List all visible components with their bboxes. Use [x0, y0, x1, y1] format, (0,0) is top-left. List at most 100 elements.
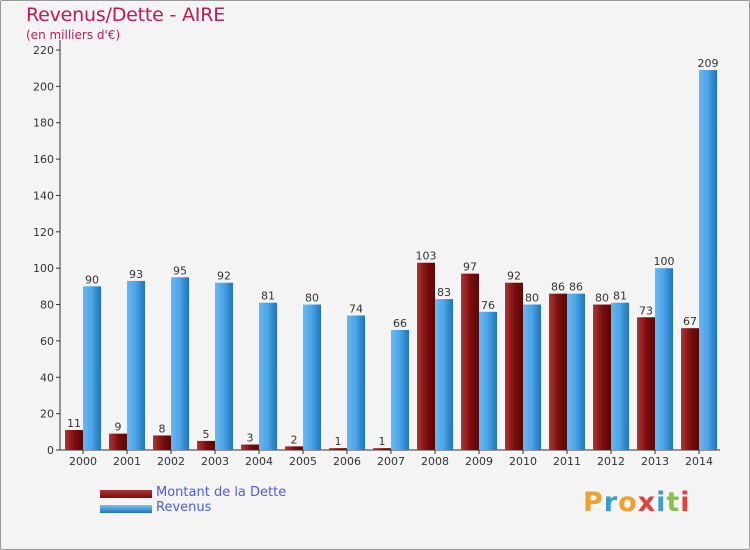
data-label-revenue: 81 — [613, 290, 627, 303]
logo-letter: t — [666, 487, 681, 518]
logo-letter: r — [603, 487, 619, 518]
data-label-debt: 86 — [551, 281, 565, 294]
y-tick-label: 200 — [33, 80, 54, 93]
proxiti-logo: Proxiti — [583, 487, 691, 518]
data-label-revenue: 80 — [305, 292, 319, 305]
x-tick-label: 2012 — [597, 455, 625, 468]
x-tick-label: 2006 — [333, 455, 361, 468]
bar-debt — [153, 435, 171, 450]
data-label-debt: 80 — [595, 292, 609, 305]
x-tick-label: 2008 — [421, 455, 449, 468]
data-label-revenue: 93 — [129, 268, 143, 281]
bar-debt — [637, 317, 655, 450]
bar-debt — [373, 448, 391, 450]
bar-revenue — [171, 277, 189, 450]
legend-swatch-debt — [100, 490, 152, 498]
legend-label-debt: Montant de la Dette — [156, 485, 287, 500]
bar-debt — [109, 433, 127, 450]
data-label-debt: 97 — [463, 261, 477, 274]
bar-debt — [285, 446, 303, 450]
x-tick-label: 2013 — [641, 455, 669, 468]
y-tick-label: 0 — [47, 444, 54, 457]
bar-revenue — [127, 280, 145, 450]
x-tick-label: 2007 — [377, 455, 405, 468]
logo-letter: P — [583, 487, 604, 518]
data-label-debt: 67 — [683, 315, 697, 328]
y-tick-label: 80 — [40, 299, 54, 312]
data-label-debt: 1 — [379, 435, 386, 448]
bar-revenue — [303, 304, 321, 450]
data-label-revenue: 83 — [437, 286, 451, 299]
y-tick-label: 180 — [33, 117, 54, 130]
bar-revenue — [523, 304, 541, 450]
data-label-revenue: 90 — [85, 273, 99, 286]
data-label-debt: 11 — [67, 417, 81, 430]
x-tick-label: 2005 — [289, 455, 317, 468]
y-tick-label: 100 — [33, 262, 54, 275]
data-labels: 11 90 9 93 8 95 5 92 3 81 2 80 1 74 1 66 103 83 97 76 92 80 86… — [67, 57, 719, 448]
data-label-revenue: 76 — [481, 299, 495, 312]
data-label-debt: 9 — [115, 421, 122, 434]
bar-revenue — [479, 311, 497, 450]
bar-revenue — [347, 315, 365, 450]
bar-debt — [241, 444, 259, 450]
chart-title: Revenus/Dette - AIRE — [26, 4, 226, 26]
data-label-debt: 5 — [203, 428, 210, 441]
data-label-revenue: 80 — [525, 292, 539, 305]
data-label-revenue: 209 — [698, 57, 719, 70]
bar-revenue — [391, 330, 409, 450]
logo-letter: x — [637, 487, 657, 518]
bars — [65, 70, 717, 450]
bar-debt — [505, 282, 523, 450]
x-tick-label: 2003 — [201, 455, 229, 468]
bar-debt — [593, 304, 611, 450]
data-label-debt: 103 — [416, 250, 437, 263]
legend-swatch-revenue — [100, 505, 152, 513]
data-label-debt: 1 — [335, 435, 342, 448]
y-tick-label: 220 — [33, 44, 54, 57]
x-tick-label: 2011 — [553, 455, 581, 468]
bar-revenue — [435, 299, 453, 450]
data-label-revenue: 66 — [393, 317, 407, 330]
x-tick-label: 2009 — [465, 455, 493, 468]
bar-debt — [681, 328, 699, 450]
bar-revenue — [611, 302, 629, 450]
data-label-revenue: 81 — [261, 290, 275, 303]
x-tick-label: 2010 — [509, 455, 537, 468]
bar-revenue — [699, 70, 717, 450]
legend-label-revenue: Revenus — [156, 500, 212, 515]
x-tick-label: 2004 — [245, 455, 273, 468]
logo-letter: i — [680, 487, 691, 518]
x-tick-label: 2000 — [69, 455, 97, 468]
data-label-revenue: 86 — [569, 281, 583, 294]
bar-debt — [549, 293, 567, 450]
y-tick-label: 140 — [33, 189, 54, 202]
y-tick-label: 20 — [40, 408, 54, 421]
x-tick-label: 2001 — [113, 455, 141, 468]
data-label-revenue: 95 — [173, 264, 187, 277]
bar-revenue — [83, 286, 101, 450]
bar-debt — [65, 430, 83, 450]
x-tick-label: 2002 — [157, 455, 185, 468]
bar-revenue — [567, 293, 585, 450]
bar-revenue — [655, 268, 673, 450]
bar-debt — [461, 273, 479, 450]
bar-debt — [329, 448, 347, 450]
data-label-revenue: 92 — [217, 270, 231, 283]
chart-subtitle: (en milliers d'€) — [26, 28, 121, 42]
data-label-revenue: 100 — [654, 255, 675, 268]
logo-letter: o — [618, 487, 638, 518]
bar-revenue — [215, 282, 233, 450]
data-label-debt: 73 — [639, 304, 653, 317]
y-tick-label: 60 — [40, 335, 54, 348]
data-label-debt: 92 — [507, 270, 521, 283]
logo-letter: i — [656, 487, 667, 518]
y-tick-label: 40 — [40, 371, 54, 384]
y-tick-label: 160 — [33, 153, 54, 166]
bar-debt — [197, 440, 215, 450]
bar-revenue — [259, 302, 277, 450]
data-label-debt: 2 — [291, 433, 298, 446]
